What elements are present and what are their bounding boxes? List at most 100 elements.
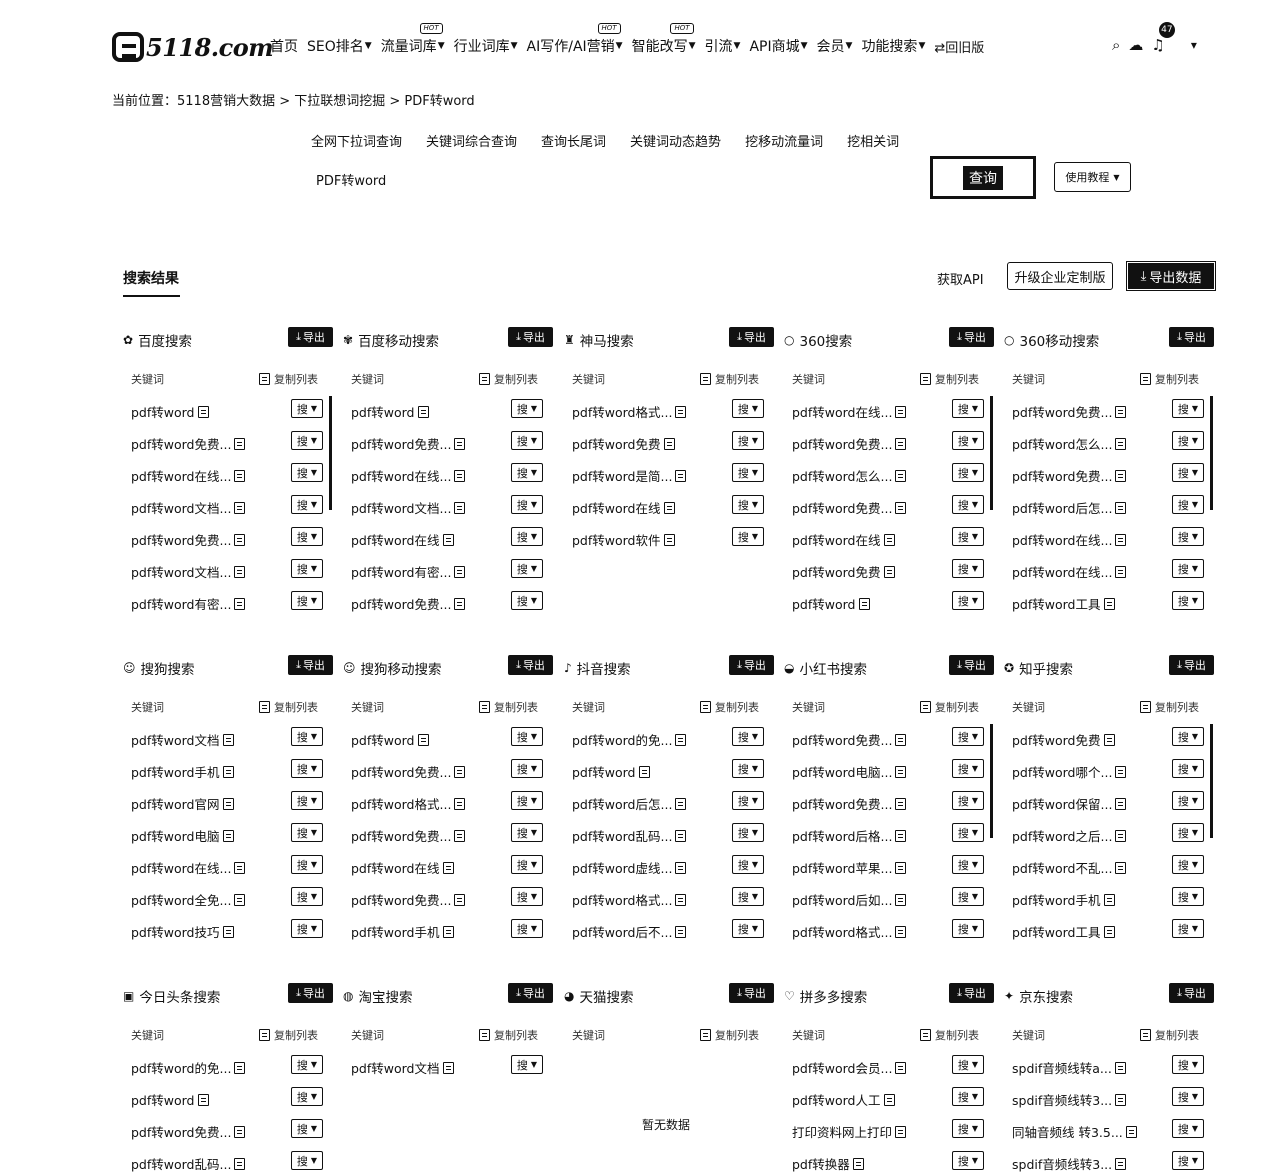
search-dropdown[interactable]: 搜 ▼ [1172, 559, 1204, 578]
search-dropdown[interactable]: 搜 ▼ [511, 791, 543, 810]
keyword-link[interactable]: pdf转word免费... [131, 434, 246, 453]
keyword-link[interactable]: pdf转word在线 [792, 530, 895, 549]
search-dropdown[interactable]: 搜 ▼ [732, 855, 764, 874]
keyword-link[interactable]: pdf转word文档 [351, 1058, 454, 1077]
scrollbar[interactable] [1210, 724, 1213, 838]
keyword-link[interactable]: pdf转word虚线... [572, 858, 687, 877]
keyword-link[interactable]: spdif音频线转3... [1012, 1090, 1127, 1109]
copy-icon[interactable] [234, 565, 246, 578]
copy-icon[interactable] [883, 1093, 895, 1106]
query-button[interactable]: 查询 [930, 156, 1036, 199]
keyword-link[interactable]: pdf转word手机 [131, 762, 234, 781]
old-version-link[interactable]: ⇄回旧版 [934, 40, 985, 56]
search-dropdown[interactable]: 搜 ▼ [952, 463, 984, 482]
copy-icon[interactable] [1115, 469, 1127, 482]
search-dropdown[interactable]: 搜 ▼ [291, 399, 323, 418]
keyword-link[interactable]: pdf转word哪个... [1012, 762, 1127, 781]
keyword-link[interactable]: pdf转word是简... [572, 466, 687, 485]
search-dropdown[interactable]: 搜 ▼ [291, 1087, 323, 1106]
search-dropdown[interactable]: 搜 ▼ [291, 791, 323, 810]
copy-icon[interactable] [234, 1061, 246, 1074]
search-dropdown[interactable]: 搜 ▼ [291, 559, 323, 578]
keyword-link[interactable]: pdf转word保留... [1012, 794, 1127, 813]
copy-icon[interactable] [454, 829, 466, 842]
search-dropdown[interactable]: 搜 ▼ [1172, 887, 1204, 906]
search-dropdown[interactable]: 搜 ▼ [291, 759, 323, 778]
keyword-link[interactable]: pdf转word在线... [1012, 530, 1127, 549]
search-dropdown[interactable]: 搜 ▼ [952, 759, 984, 778]
export-button[interactable]: ⤓ 导出 [949, 655, 994, 675]
search-tab[interactable]: 全网下拉词查询 [311, 135, 403, 150]
copy-icon[interactable] [883, 533, 895, 546]
copy-icon[interactable] [234, 861, 246, 874]
search-dropdown[interactable]: 搜 ▼ [732, 759, 764, 778]
copy-icon[interactable] [1125, 1125, 1137, 1138]
user-menu-icon[interactable]: ▾ [1190, 38, 1197, 52]
copy-icon[interactable] [1115, 1093, 1127, 1106]
keyword-link[interactable]: pdf转word全免... [131, 890, 246, 909]
search-dropdown[interactable]: 搜 ▼ [291, 727, 323, 746]
export-all-button[interactable]: ⤓ 导出数据 [1126, 261, 1216, 291]
copy-list-button[interactable]: 复制列表 [920, 371, 979, 387]
bell-icon[interactable]: ♫ 47 [1151, 22, 1175, 54]
copy-icon[interactable] [442, 533, 454, 546]
copy-icon[interactable] [454, 565, 466, 578]
search-tab[interactable]: 关键词动态趋势 [630, 135, 722, 150]
search-dropdown[interactable]: 搜 ▼ [952, 527, 984, 546]
search-tab[interactable]: 查询长尾词 [541, 135, 607, 150]
search-dropdown[interactable]: 搜 ▼ [1172, 431, 1204, 450]
nav-item[interactable]: 首页 [270, 36, 298, 56]
copy-icon[interactable] [675, 925, 687, 938]
copy-icon[interactable] [895, 925, 907, 938]
copy-icon[interactable] [895, 1125, 907, 1138]
search-dropdown[interactable]: 搜 ▼ [511, 919, 543, 938]
keyword-link[interactable]: pdf转word免费... [792, 794, 907, 813]
search-dropdown[interactable]: 搜 ▼ [511, 559, 543, 578]
copy-icon[interactable] [222, 765, 234, 778]
search-icon[interactable]: ⌕ [1112, 36, 1121, 54]
copy-list-button[interactable]: 复制列表 [259, 1027, 318, 1043]
search-dropdown[interactable]: 搜 ▼ [952, 855, 984, 874]
copy-icon[interactable] [454, 797, 466, 810]
keyword-link[interactable]: pdf转word免费... [792, 498, 907, 517]
copy-icon[interactable] [222, 829, 234, 842]
copy-icon[interactable] [1115, 861, 1127, 874]
copy-icon[interactable] [197, 405, 209, 418]
search-dropdown[interactable]: 搜 ▼ [1172, 759, 1204, 778]
copy-icon[interactable] [1115, 1157, 1127, 1170]
copy-icon[interactable] [222, 797, 234, 810]
keyword-link[interactable]: pdf转word在线 [572, 498, 675, 517]
keyword-link[interactable]: pdf转word不乱... [1012, 858, 1127, 877]
copy-icon[interactable] [234, 533, 246, 546]
copy-list-button[interactable]: 复制列表 [479, 699, 538, 715]
keyword-link[interactable]: pdf转word免费... [1012, 402, 1127, 421]
search-dropdown[interactable]: 搜 ▼ [952, 791, 984, 810]
search-dropdown[interactable]: 搜 ▼ [511, 495, 543, 514]
copy-icon[interactable] [1115, 533, 1127, 546]
copy-icon[interactable] [442, 1061, 454, 1074]
copy-icon[interactable] [454, 597, 466, 610]
keyword-link[interactable]: pdf转word [572, 762, 650, 781]
search-dropdown[interactable]: 搜 ▼ [952, 1151, 984, 1170]
search-dropdown[interactable]: 搜 ▼ [952, 495, 984, 514]
keyword-link[interactable]: pdf转word免费... [351, 762, 466, 781]
nav-item[interactable]: API商城 ▼ [749, 36, 807, 56]
keyword-link[interactable]: 同轴音频线 转3.5... [1012, 1122, 1137, 1141]
copy-icon[interactable] [675, 469, 687, 482]
search-dropdown[interactable]: 搜 ▼ [952, 431, 984, 450]
copy-icon[interactable] [675, 405, 687, 418]
copy-icon[interactable] [234, 597, 246, 610]
search-dropdown[interactable]: 搜 ▼ [291, 527, 323, 546]
search-dropdown[interactable]: 搜 ▼ [1172, 919, 1204, 938]
search-dropdown[interactable]: 搜 ▼ [511, 591, 543, 610]
keyword-link[interactable]: pdf转word免费... [351, 434, 466, 453]
search-dropdown[interactable]: 搜 ▼ [732, 823, 764, 842]
copy-list-button[interactable]: 复制列表 [920, 699, 979, 715]
search-dropdown[interactable]: 搜 ▼ [952, 1055, 984, 1074]
copy-icon[interactable] [895, 733, 907, 746]
keyword-link[interactable]: pdf转word苹果... [792, 858, 907, 877]
copy-icon[interactable] [417, 733, 429, 746]
tutorial-button[interactable]: 使用教程 ▼ [1054, 162, 1131, 192]
keyword-link[interactable]: pdf转word格式... [792, 922, 907, 941]
search-dropdown[interactable]: 搜 ▼ [732, 463, 764, 482]
